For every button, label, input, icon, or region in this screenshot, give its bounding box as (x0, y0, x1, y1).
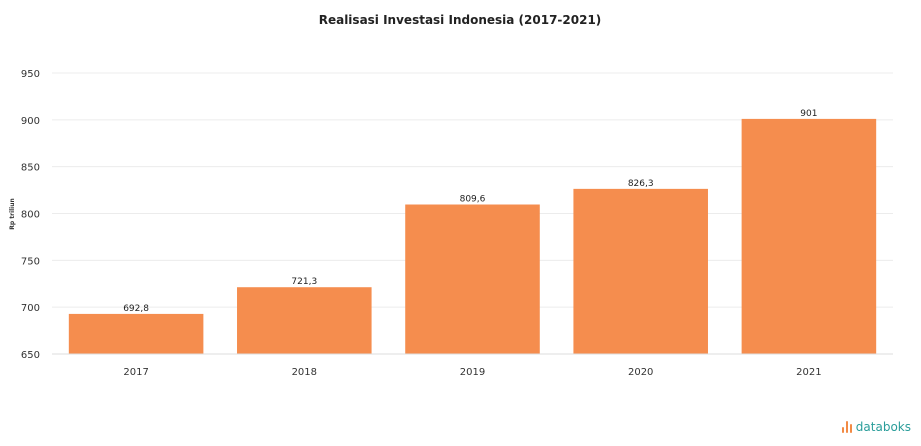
data-label-2020: 826,3 (628, 179, 654, 189)
bar-2018 (237, 287, 372, 354)
x-tick-2021: 2021 (796, 367, 821, 378)
y-tick-750: 750 (21, 256, 40, 267)
x-tick-2020: 2020 (628, 367, 653, 378)
y-tick-labels: 650 700 750 800 850 900 950 (21, 69, 40, 361)
bars (68, 118, 877, 354)
data-label-2021: 901 (800, 109, 817, 119)
x-tick-labels: 2017 2018 2019 2020 2021 (123, 367, 821, 378)
data-label-2019: 809,6 (460, 195, 486, 205)
data-label-2018: 721,3 (291, 277, 317, 287)
bar-2021 (741, 118, 877, 354)
y-tick-900: 900 (21, 116, 40, 127)
data-label-2017: 692,8 (123, 304, 149, 314)
x-tick-2019: 2019 (460, 367, 485, 378)
databoks-brand: databoks (841, 420, 911, 434)
bar-2017 (68, 313, 204, 354)
bar-2019 (405, 204, 540, 354)
y-tick-650: 650 (21, 350, 40, 361)
brand-name: databoks (855, 420, 911, 434)
databoks-logo-icon (841, 421, 852, 433)
x-tick-2017: 2017 (123, 367, 148, 378)
chart-title: Realisasi Investasi Indonesia (2017-2021… (319, 13, 602, 27)
y-tick-700: 700 (21, 303, 40, 314)
data-labels: 692,8 721,3 809,6 826,3 901 (123, 109, 817, 314)
y-tick-950: 950 (21, 69, 40, 80)
y-tick-800: 800 (21, 210, 40, 221)
bar-2020 (573, 188, 708, 354)
y-tick-850: 850 (21, 163, 40, 174)
x-tick-2018: 2018 (292, 367, 317, 378)
y-axis-label: Rp triliun (9, 198, 16, 230)
